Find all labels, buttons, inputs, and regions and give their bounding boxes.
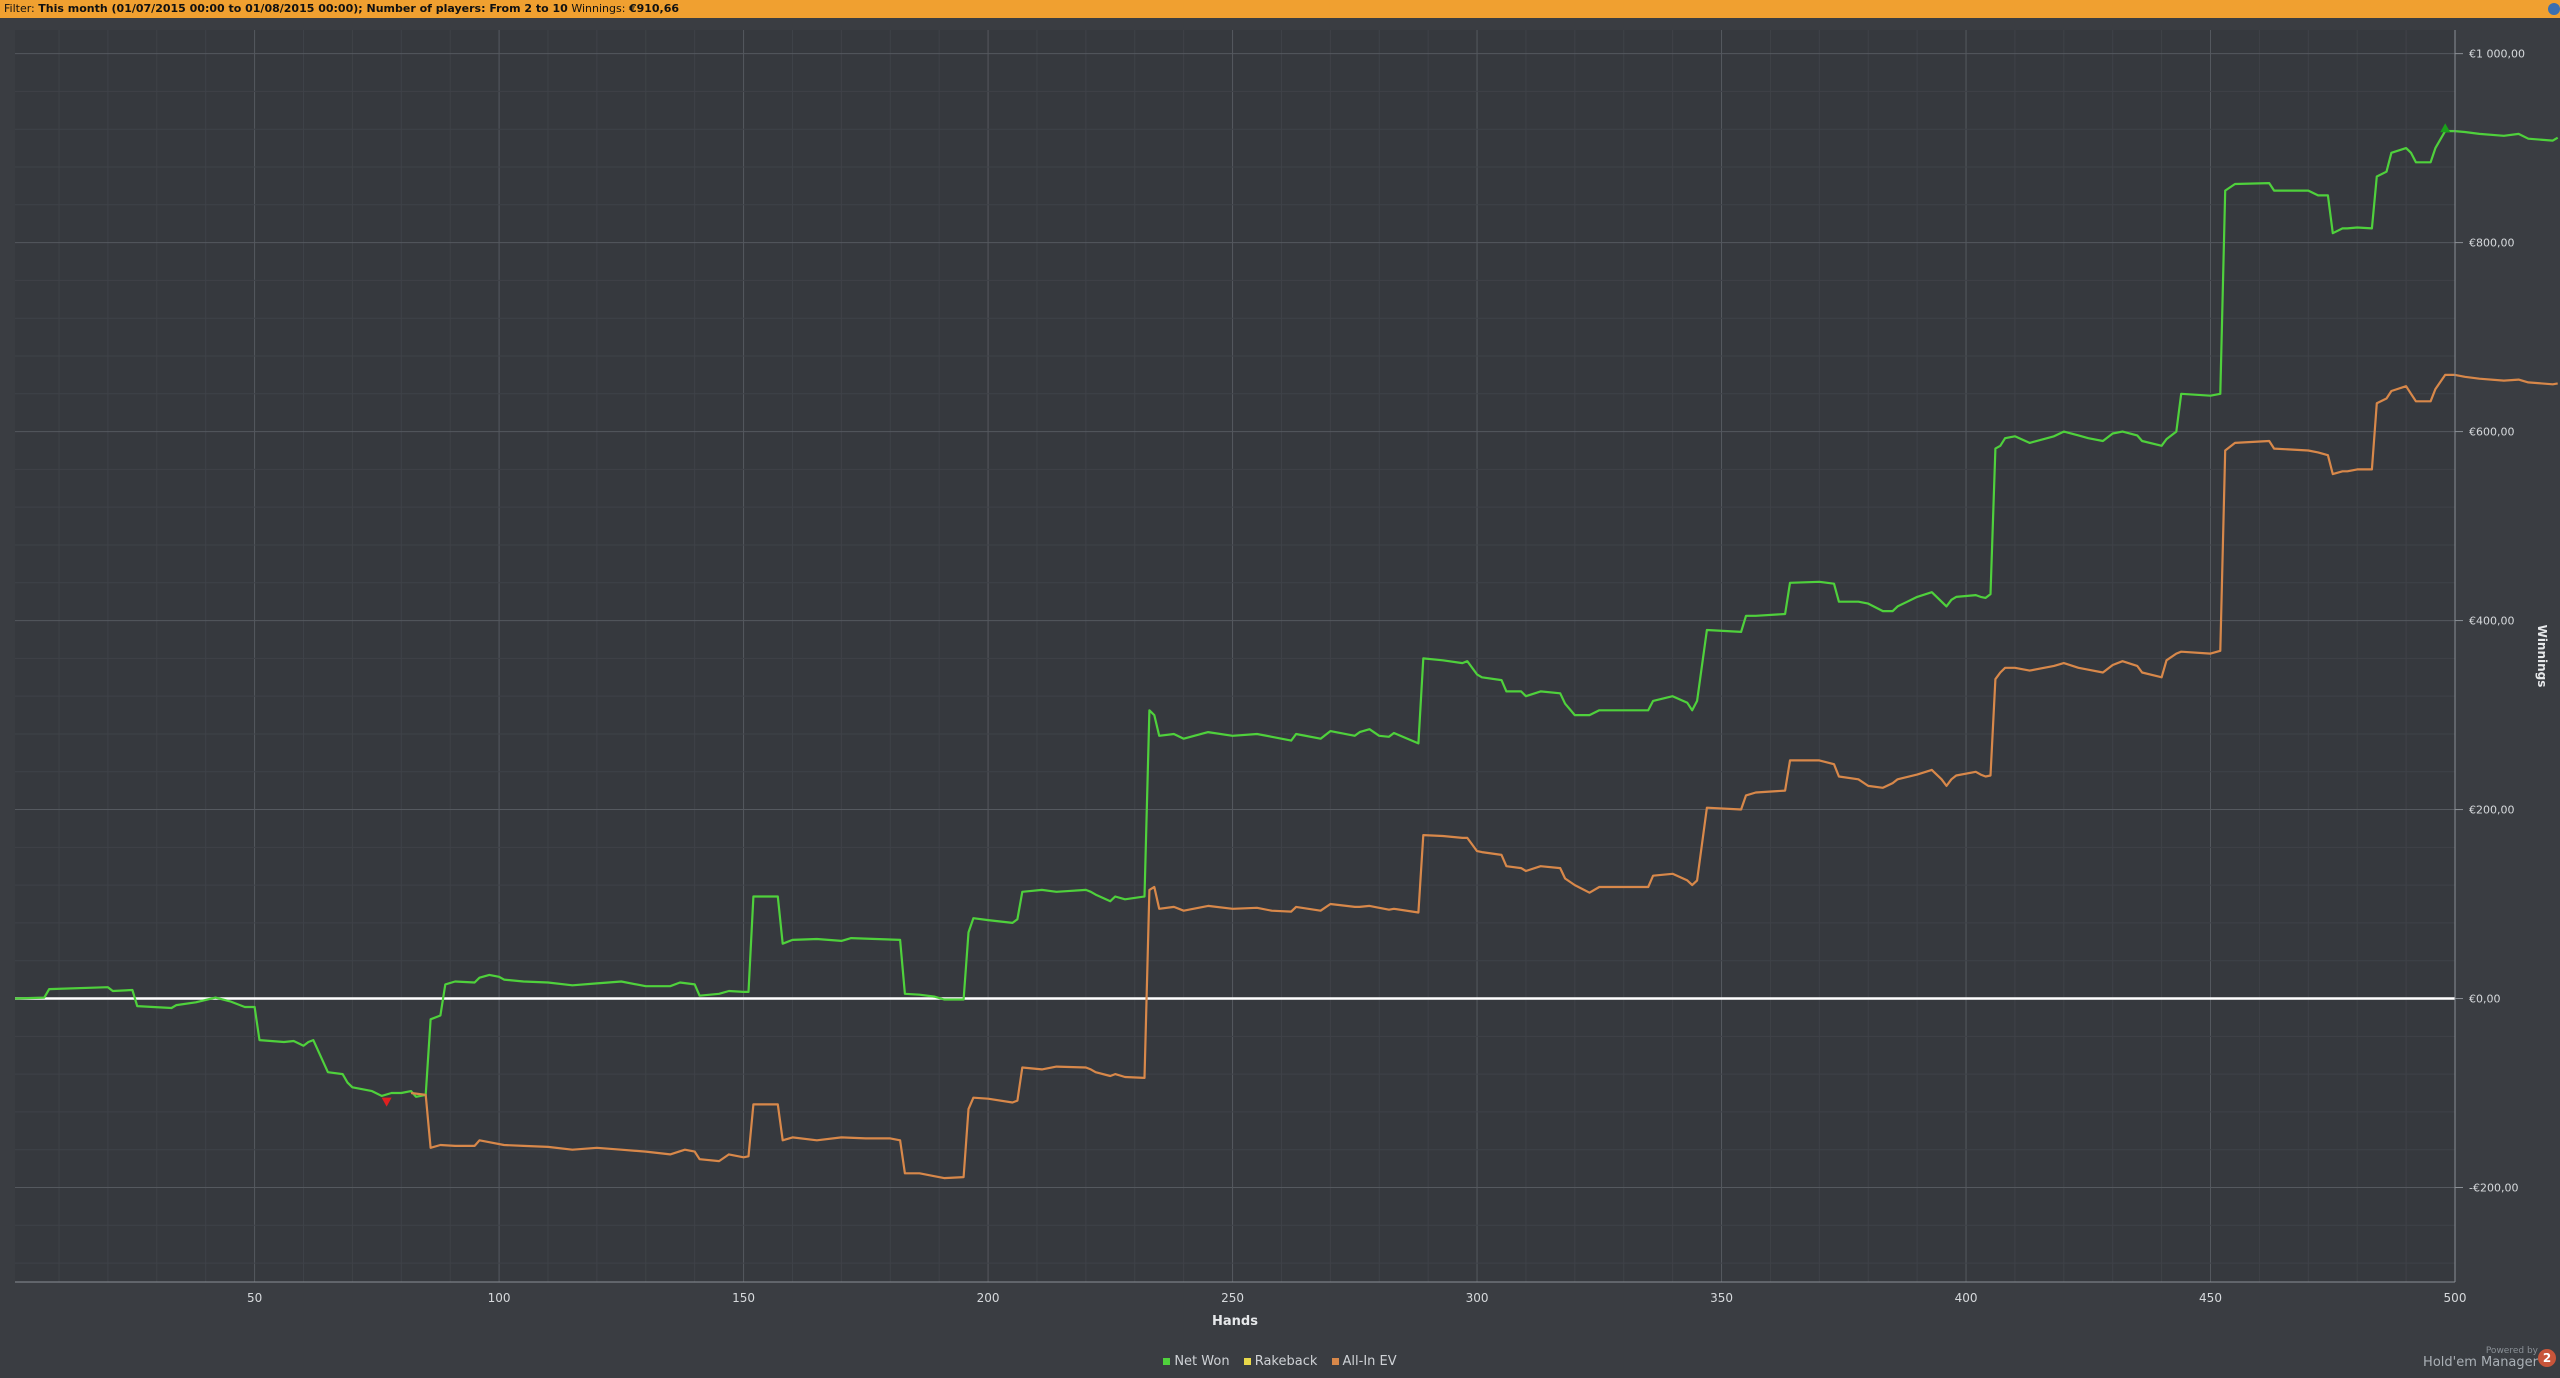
x-tick-label: 250: [1221, 1291, 1244, 1305]
plot-area: [15, 30, 2455, 1282]
series-lines: [14, 130, 2559, 1180]
x-tick-label: 350: [1710, 1291, 1733, 1305]
winnings-label: Winnings:: [571, 2, 626, 15]
x-tick-label: 200: [977, 1291, 1000, 1305]
x-tick-label: 300: [1466, 1291, 1489, 1305]
y-tick-label: -€200,00: [2469, 1182, 2518, 1195]
legend-item-all-in-ev[interactable]: All-In EV: [1331, 1354, 1397, 1369]
x-axis-label: Hands: [1212, 1314, 1258, 1329]
series-line-all-in-ev: [410, 373, 2558, 1180]
legend-swatch: [1243, 1358, 1251, 1365]
y-tick-label: €200,00: [2469, 804, 2515, 817]
series-line-net-won: [14, 130, 2559, 1098]
powered-by-label: Powered by: [2485, 1346, 2538, 1356]
x-tick-label: 150: [732, 1291, 755, 1305]
y-tick-labels: -€200,00 €0,00 €200,00 €400,00 €600,00 €800,0…: [2454, 30, 2525, 1282]
y-tick-label: €1 000,00: [2469, 48, 2525, 61]
extreme-markers: [381, 123, 2451, 1107]
winnings-value: €910,66: [628, 2, 680, 15]
y-tick-label: €800,00: [2469, 237, 2515, 250]
x-tick-labels: 50 100 150 200 250 300 350 400 450 500: [15, 1281, 2467, 1305]
hm2-logo-icon: 2: [2538, 1349, 2556, 1367]
y-axis-label: Winnings: [2535, 625, 2549, 688]
y-tick-label: €400,00: [2469, 615, 2515, 628]
legend-label: Rakeback: [1254, 1354, 1318, 1369]
winnings-chart[interactable]: 50 100 150 200 250 300 350 400 450 500 -€200,00 €0…: [0, 18, 2560, 1338]
min-marker: [381, 1097, 392, 1107]
filter-bar[interactable]: Filter: This month (01/07/2015 00:00 to …: [0, 0, 2560, 18]
legend-swatch: [1163, 1358, 1171, 1365]
x-tick-label: 50: [247, 1291, 262, 1305]
legend-item-rakeback[interactable]: Rakeback: [1243, 1354, 1318, 1369]
max-marker: [2440, 123, 2451, 133]
y-tick-label: €600,00: [2469, 426, 2515, 439]
powered-by: Powered by Hold'em Manager 2: [2423, 1345, 2556, 1370]
x-tick-label: 100: [488, 1291, 511, 1305]
legend: Net Won Rakeback All-In EV: [0, 1354, 2560, 1369]
legend-label: Net Won: [1174, 1354, 1230, 1369]
grid: [15, 30, 2456, 1282]
filter-label: Filter:: [4, 2, 35, 15]
legend-label: All-In EV: [1342, 1354, 1397, 1369]
x-tick-label: 500: [2444, 1291, 2467, 1305]
filter-period: This month (01/07/2015 00:00 to 01/08/20…: [38, 2, 568, 15]
info-icon[interactable]: [2548, 3, 2560, 15]
legend-swatch: [1331, 1358, 1339, 1365]
y-tick-label: €0,00: [2469, 993, 2501, 1006]
legend-item-net-won[interactable]: Net Won: [1163, 1354, 1230, 1369]
x-tick-label: 400: [1955, 1291, 1978, 1305]
x-tick-label: 450: [2199, 1291, 2222, 1305]
brand-name: Hold'em Manager: [2423, 1355, 2538, 1370]
